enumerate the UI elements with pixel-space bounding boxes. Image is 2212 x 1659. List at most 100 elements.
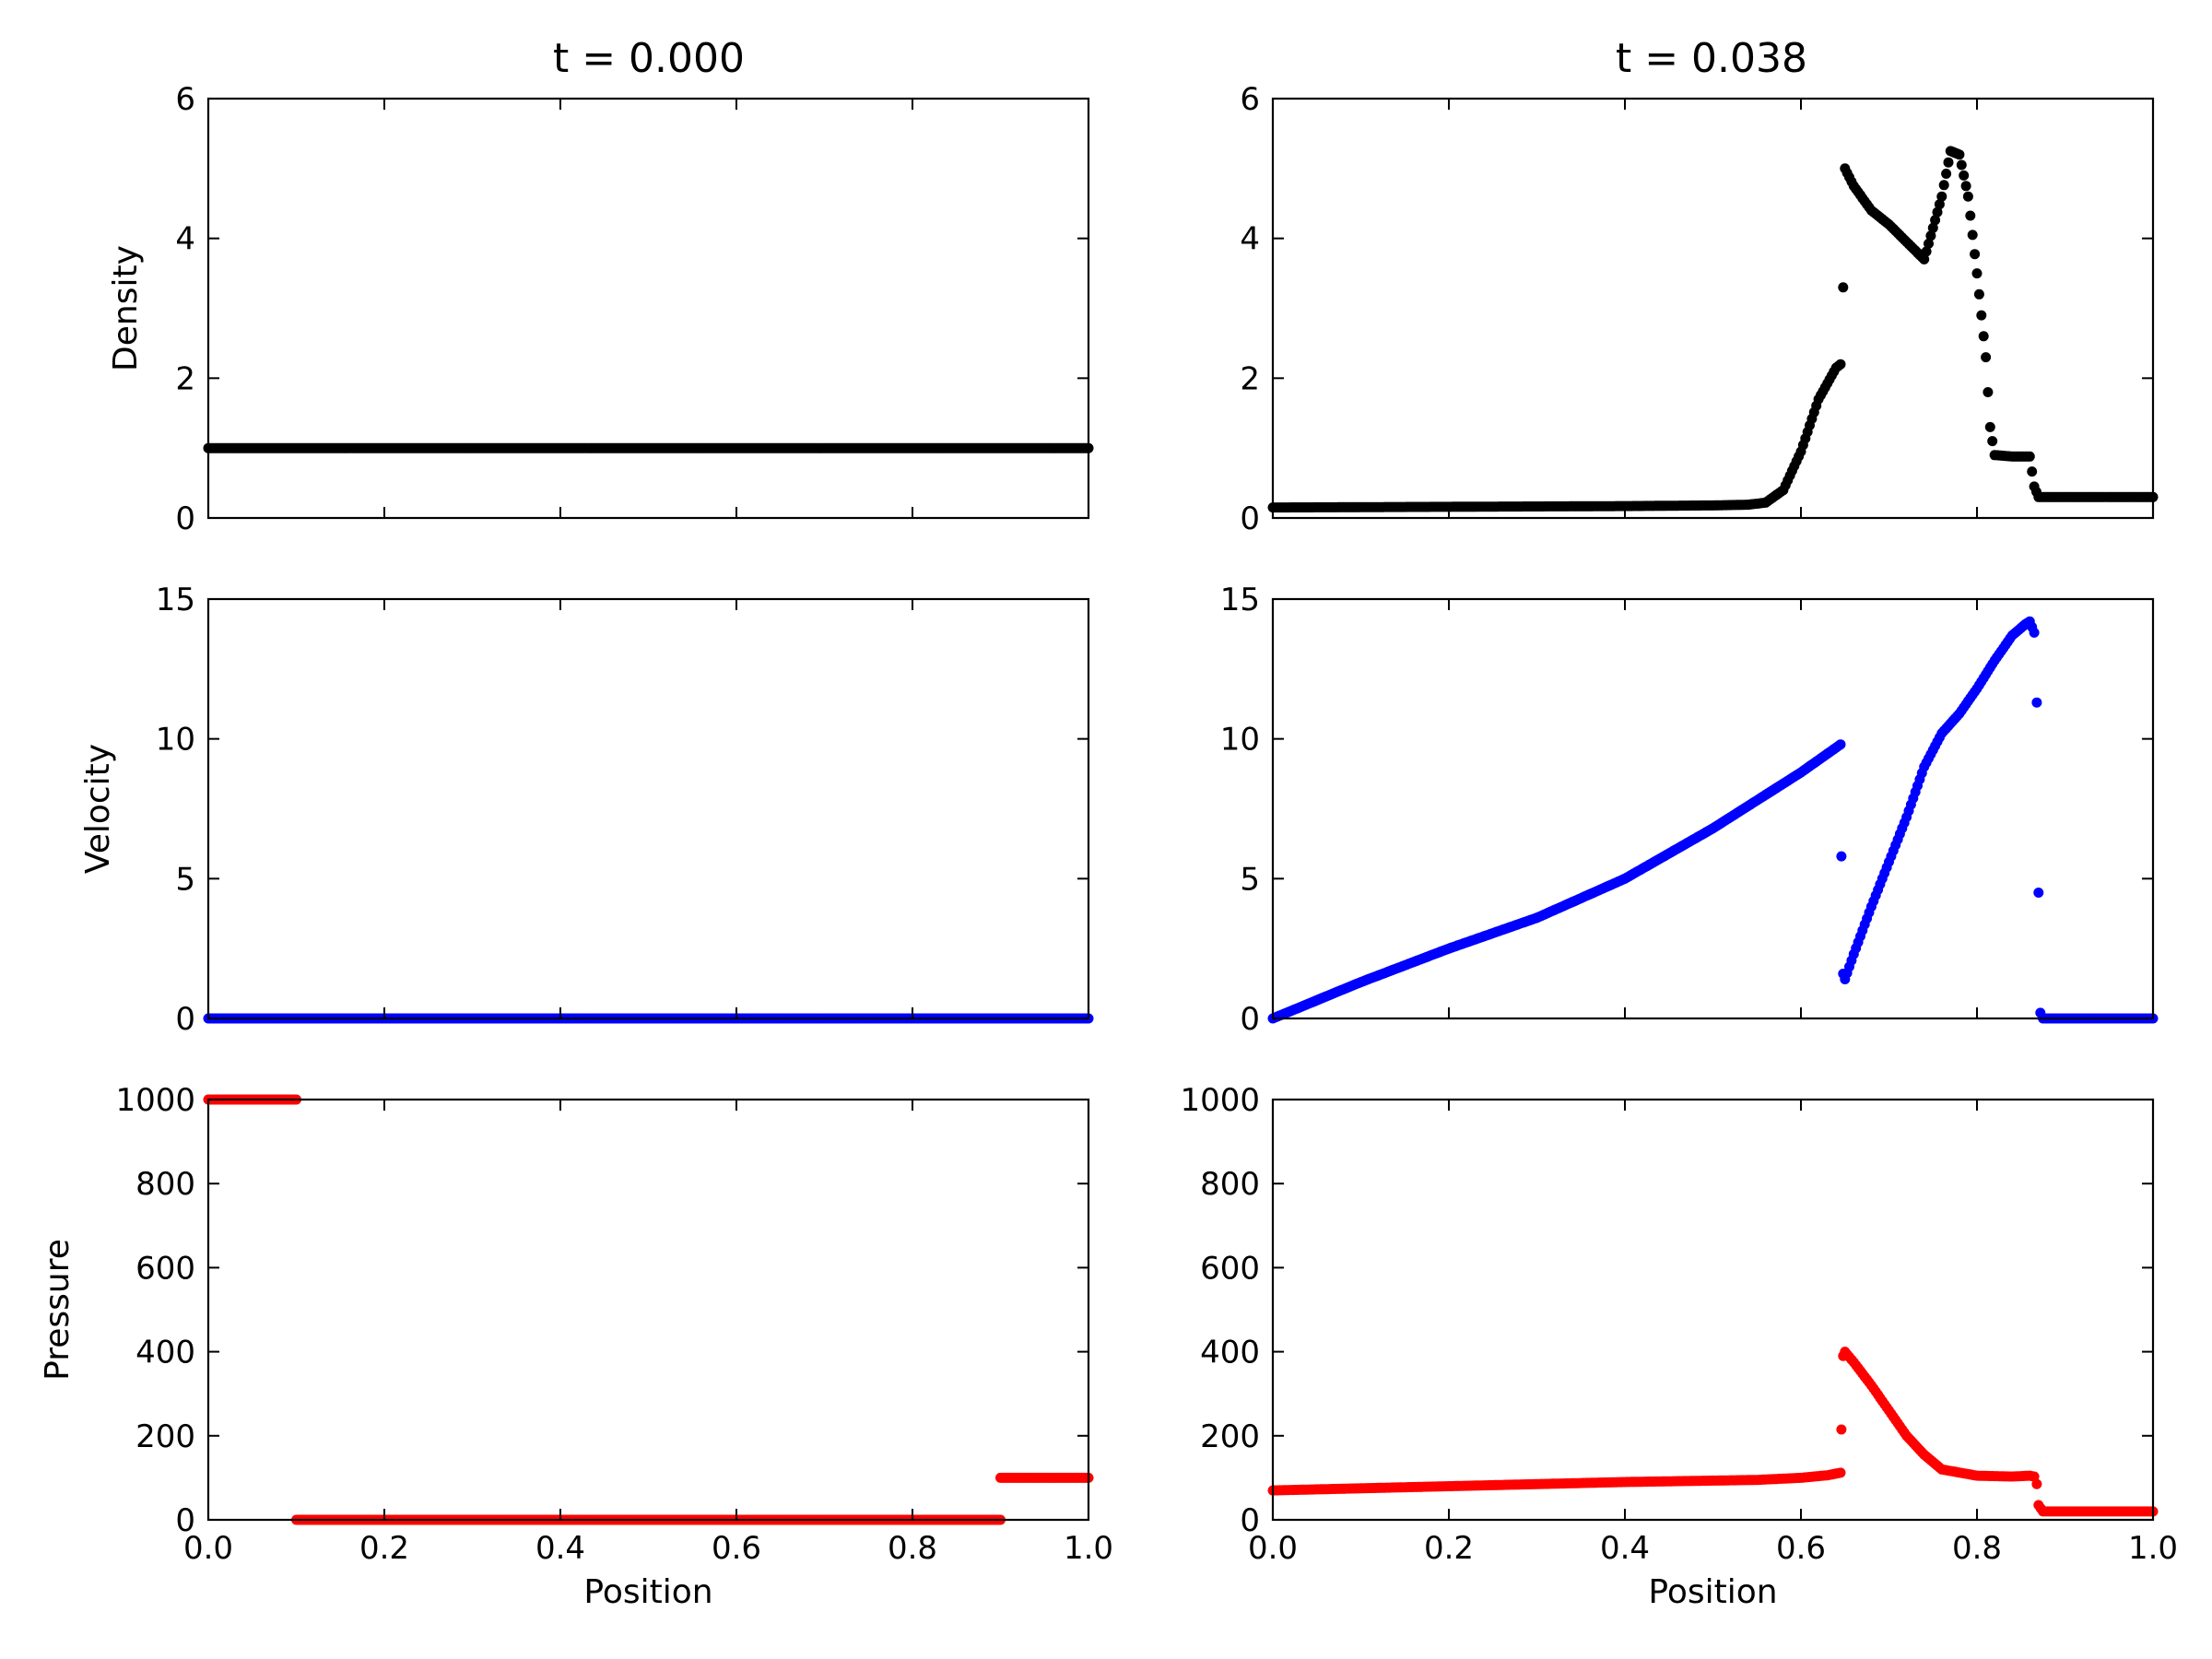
data-point (1835, 739, 1846, 750)
data-point (2029, 627, 2040, 638)
y-tick-label: 0 (1240, 500, 1260, 537)
data-point (1934, 199, 1945, 210)
y-tick-label: 15 (1220, 582, 1260, 618)
data-point (1943, 157, 1954, 168)
data-point (1987, 436, 1998, 447)
data-point (1967, 229, 1978, 241)
y-tick-label: 1000 (115, 1082, 195, 1119)
subplot-velocity-t038: 0 5 10 15 (1220, 582, 2159, 1038)
x-tick-label: 1.0 (2128, 1530, 2178, 1567)
x-tick-label: 1.0 (1064, 1530, 1113, 1567)
data-point (1921, 246, 1932, 257)
data-point (1932, 206, 1943, 218)
x-axis-label: Position (583, 1573, 712, 1611)
y-tick-label: 200 (135, 1418, 195, 1455)
series-density-t0 (203, 442, 1094, 453)
data-point (1930, 215, 1941, 226)
axes-frame (206, 597, 1090, 1020)
series-density-t038 (1267, 146, 2159, 513)
x-tick-label: 0.8 (1952, 1530, 2002, 1567)
y-tick-label: 5 (1240, 861, 1260, 898)
data-point (1959, 170, 1970, 181)
data-point (1983, 387, 1994, 397)
y-tick-label: 200 (1200, 1418, 1260, 1455)
data-point (1919, 253, 1930, 265)
data-point (2033, 888, 2044, 898)
series-pressure-t038 (1267, 1347, 2159, 1517)
data-point (1836, 1424, 1847, 1435)
data-point (1965, 210, 1976, 221)
y-axis-label: Pressure (39, 1239, 76, 1381)
data-point (1954, 149, 1965, 160)
axes-frame (206, 97, 1090, 520)
y-tick-label: 600 (135, 1250, 195, 1287)
column-title-left: t = 0.000 (553, 35, 745, 82)
y-tick-label: 0 (1240, 1001, 1260, 1038)
data-point (1936, 191, 1947, 202)
y-tick-label: 0 (175, 500, 195, 537)
data-point (1927, 222, 1938, 233)
subplot-velocity-t0: 0 5 10 15 Velocity (79, 582, 1094, 1038)
x-tick-label: 0.4 (535, 1530, 585, 1567)
y-tick-label: 10 (156, 722, 195, 759)
subplot-pressure-t0: 0.0 0.2 0.4 0.6 0.8 1.0 0 200 400 600 800 1000 Press… (39, 1082, 1113, 1611)
axes-frame (206, 1098, 1090, 1522)
x-tick-label: 0.2 (359, 1530, 409, 1567)
x-tick-label: 0.2 (1424, 1530, 1474, 1567)
y-tick-label: 400 (1200, 1335, 1260, 1371)
y-tick-label: 400 (135, 1335, 195, 1371)
y-tick-label: 4 (175, 221, 195, 258)
subplot-pressure-t038: 0.0 0.2 0.4 0.6 0.8 1.0 0 200 400 600 800 1000 Posit… (1180, 1082, 2178, 1611)
data-point (1938, 180, 1949, 191)
y-tick-label: 800 (135, 1166, 195, 1203)
data-point (1976, 310, 1987, 321)
y-tick-label: 2 (175, 360, 195, 397)
subplot-density-t0: 0 2 4 6 Density (107, 81, 1094, 537)
y-tick-label: 0 (1240, 1502, 1260, 1539)
y-tick-label: 800 (1200, 1166, 1260, 1203)
data-point (1941, 169, 1952, 179)
x-tick-label: 0.8 (888, 1530, 937, 1567)
x-tick-label: 0.4 (1600, 1530, 1650, 1567)
subplot-density-t038: 0 2 4 6 (1240, 81, 2159, 537)
y-tick-label: 2 (1240, 360, 1260, 397)
data-point (2027, 466, 2038, 477)
x-tick-label: 0.6 (712, 1530, 761, 1567)
data-point (1835, 1467, 1846, 1478)
y-tick-label: 0 (175, 1001, 195, 1038)
data-point (1838, 282, 1849, 293)
series-pressure-t0 (203, 1094, 1094, 1525)
y-tick-label: 1000 (1180, 1082, 1260, 1119)
y-axis-label: Velocity (79, 744, 117, 874)
data-point (1973, 288, 1984, 300)
data-point (1925, 230, 1936, 241)
data-point (1970, 249, 1981, 260)
data-point (1956, 159, 1967, 171)
column-title-right: t = 0.038 (1616, 35, 1807, 82)
data-point (1924, 238, 1934, 249)
data-point (1836, 851, 1847, 862)
x-axis-label: Position (1648, 1573, 1777, 1611)
axes-frame (1271, 597, 2155, 1020)
y-axis-label: Density (107, 245, 145, 371)
y-tick-label: 6 (1240, 81, 1260, 118)
x-tick-label: 0.0 (183, 1530, 233, 1567)
y-tick-label: 600 (1200, 1250, 1260, 1287)
y-tick-label: 0 (175, 1502, 195, 1539)
data-point (1960, 181, 1971, 192)
data-point (1984, 421, 1995, 432)
axes-frame (1271, 1098, 2155, 1522)
data-point (2031, 1478, 2042, 1489)
y-tick-label: 5 (175, 861, 195, 898)
data-point (1981, 352, 1992, 363)
data-point (1962, 191, 1973, 202)
data-point (1971, 268, 1983, 279)
x-tick-label: 0.0 (1248, 1530, 1298, 1567)
y-tick-label: 6 (175, 81, 195, 118)
y-tick-label: 10 (1220, 722, 1260, 759)
data-point (1835, 359, 1846, 370)
data-point (1978, 331, 1989, 342)
